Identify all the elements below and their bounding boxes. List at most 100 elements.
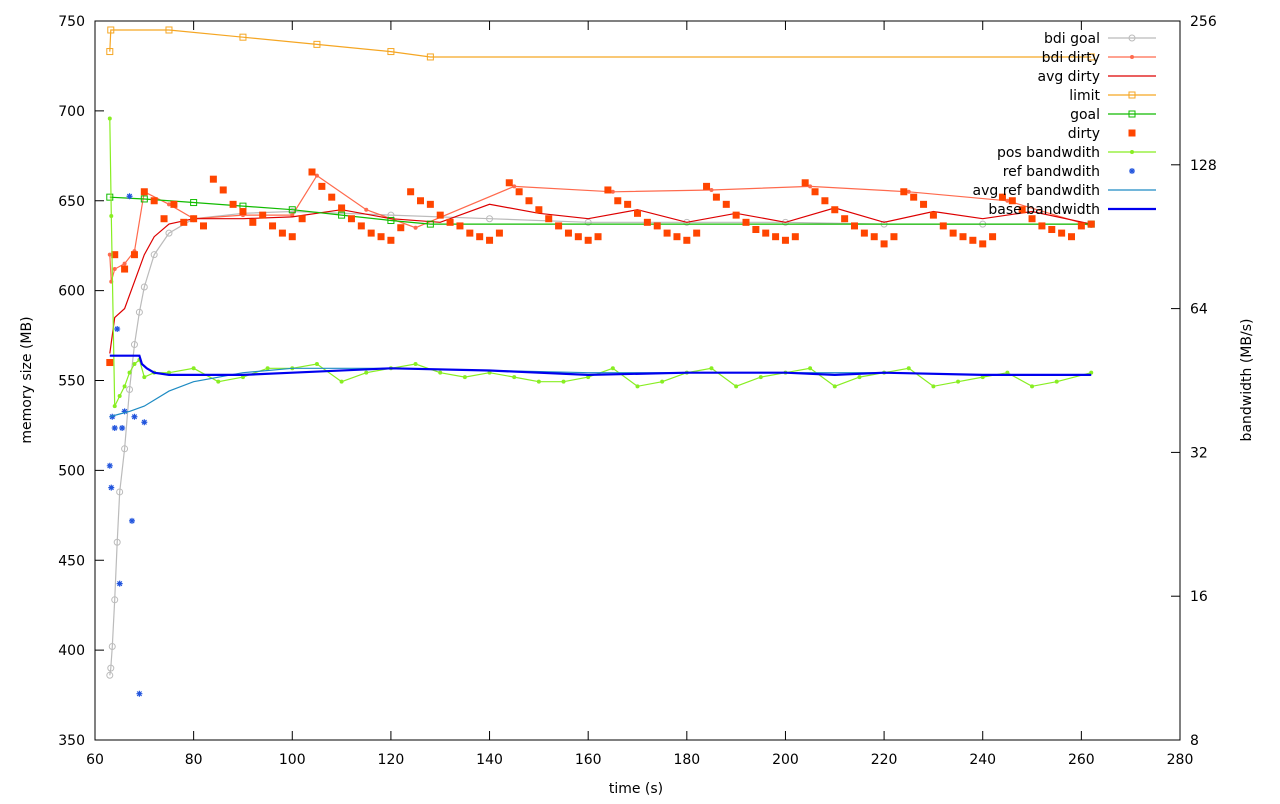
data-point (495, 229, 503, 237)
data-point (290, 213, 295, 218)
data-point (781, 236, 789, 244)
x-axis-label: time (s) (609, 781, 663, 797)
data-point (920, 200, 928, 208)
data-point (249, 218, 257, 226)
data-point (116, 580, 123, 587)
data-point (758, 375, 763, 380)
data-point (1068, 233, 1075, 241)
data-point (505, 179, 513, 187)
data-point (160, 215, 168, 223)
data-point (117, 393, 122, 398)
data-point (931, 384, 936, 389)
data-point (561, 379, 566, 384)
data-point (586, 375, 591, 380)
y-left-tick-label: 700 (58, 104, 85, 120)
data-point (288, 233, 296, 241)
data-point (190, 215, 198, 223)
data-point (140, 283, 148, 291)
series-avg-dirty (109, 203, 1092, 354)
data-point (515, 188, 523, 196)
y-left-tick-label: 400 (58, 643, 85, 659)
data-point (109, 214, 114, 219)
data-point (564, 229, 572, 237)
data-point (709, 366, 714, 371)
data-point (108, 643, 116, 651)
data-point (635, 384, 640, 389)
data-point (832, 384, 837, 389)
data-point (413, 225, 418, 230)
series-line (109, 203, 1092, 354)
data-point (722, 200, 730, 208)
data-point (466, 229, 474, 237)
data-point (116, 488, 124, 496)
data-point (712, 193, 720, 201)
series-line (109, 174, 1092, 282)
data-point (191, 366, 196, 371)
data-point (111, 596, 119, 604)
data-point (660, 379, 665, 384)
data-point (259, 211, 267, 219)
data-point (170, 200, 178, 208)
x-tick-label: 180 (673, 752, 700, 768)
data-point (969, 236, 977, 244)
legend-label: base bandwidth (988, 202, 1100, 218)
y-left-tick-layer: 350 400 450 500 550 600 650 700 750 (58, 14, 104, 749)
data-point (1018, 206, 1026, 214)
y-left-axis-label: memory size (MB) (19, 316, 35, 443)
y-left-tick-label: 550 (58, 374, 85, 390)
data-point (130, 341, 138, 349)
data-point (614, 197, 622, 205)
data-point (387, 217, 395, 225)
series-layer (106, 26, 1095, 697)
data-point (111, 251, 119, 259)
legend-swatch-marker (1130, 150, 1134, 154)
data-point (141, 419, 148, 426)
series-line (109, 210, 1092, 676)
data-point (121, 408, 128, 415)
data-point (314, 173, 319, 178)
data-point (107, 664, 115, 672)
data-point (377, 233, 385, 241)
legend-label: limit (1069, 88, 1100, 104)
data-point (180, 218, 188, 226)
data-point (610, 189, 615, 194)
data-point (486, 215, 494, 223)
data-point (1038, 222, 1046, 230)
data-point (673, 233, 681, 241)
data-point (239, 33, 247, 41)
x-tick-label: 80 (185, 752, 203, 768)
x-tick-label: 120 (378, 752, 405, 768)
series-line (109, 367, 1092, 418)
data-point (1028, 215, 1036, 223)
data-point (446, 218, 454, 226)
x-tick-label: 260 (1068, 752, 1095, 768)
data-point (426, 53, 434, 61)
series-line (109, 118, 1092, 407)
data-point (106, 193, 114, 201)
data-point (1030, 384, 1035, 389)
data-point (956, 379, 961, 384)
data-point (113, 538, 121, 546)
data-point (278, 229, 286, 237)
data-point (1005, 370, 1010, 375)
data-point (288, 206, 296, 214)
data-point (107, 116, 112, 121)
data-point (545, 215, 553, 223)
data-point (111, 424, 118, 431)
data-point (165, 26, 173, 34)
data-point (209, 175, 217, 183)
data-point (610, 366, 615, 371)
legend-label: bdi goal (1044, 31, 1100, 47)
data-point (126, 193, 133, 200)
data-point (140, 195, 148, 203)
x-tick-label: 100 (279, 752, 306, 768)
series-bdi-goal (106, 208, 1095, 679)
data-point (109, 413, 116, 420)
data-point (1005, 198, 1010, 203)
data-point (328, 193, 336, 201)
data-point (980, 375, 985, 380)
data-point (939, 222, 947, 230)
data-point (107, 26, 115, 34)
data-point (128, 517, 135, 524)
data-point (190, 199, 198, 207)
